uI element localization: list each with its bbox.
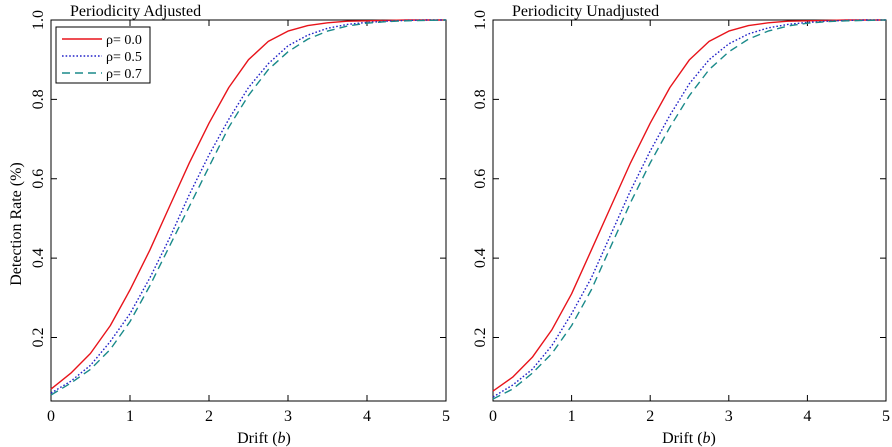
chart-periodicity-unadjusted: 0 1 2 3 4 5 0.2 0.4 0.6 0.8 1.0 Periodicity Unadjus… <box>472 3 890 425</box>
x-tick-label: 3 <box>725 408 733 425</box>
x-axis-label-main: Drift ( <box>662 430 702 447</box>
x-tick-label: 4 <box>363 408 371 425</box>
x-tick-label: 4 <box>803 408 811 425</box>
x-tick-label: 1 <box>126 408 134 425</box>
x-axis-label-left: Drift (b) <box>237 430 291 447</box>
x-tick-label: 2 <box>205 408 213 425</box>
y-tick-label: 0.2 <box>472 328 489 348</box>
legend-box <box>55 26 151 84</box>
x-tick-label: 0 <box>47 408 55 425</box>
series-line <box>492 19 886 398</box>
y-tick-label: 0.4 <box>472 248 489 268</box>
series-line <box>492 19 887 400</box>
y-axis-label: Detection Rate (%) <box>8 162 25 286</box>
chart-title: Periodicity Adjusted <box>70 3 201 20</box>
y-tick-label: 0.6 <box>30 169 47 189</box>
y-tick-label: 0.6 <box>472 169 489 189</box>
y-tick-label: 0.2 <box>30 328 47 348</box>
x-tick-label: 1 <box>568 408 576 425</box>
y-tick-label: 0.8 <box>472 89 489 109</box>
y-tick-label: 0.4 <box>30 248 47 268</box>
x-tick-label: 0 <box>489 408 497 425</box>
y-tick-label: 0.8 <box>30 89 47 109</box>
x-axis-label-main: Drift ( <box>237 430 277 447</box>
chart-title: Periodicity Unadjusted <box>512 3 659 20</box>
legend-label: ρ= 0.5 <box>106 50 142 65</box>
series-line <box>50 19 447 396</box>
plot-frame <box>50 19 447 402</box>
x-tick-label: 3 <box>284 408 292 425</box>
legend-label: ρ= 0.0 <box>106 33 142 48</box>
x-axis-label-close: ) <box>711 430 716 447</box>
x-axis-label-right: Drift (b) <box>662 430 716 447</box>
x-tick-label: 5 <box>442 408 450 425</box>
x-axis-label-variable: b <box>278 430 286 447</box>
x-axis-label-variable: b <box>703 430 711 447</box>
x-tick-label: 2 <box>646 408 654 425</box>
legend-label: ρ= 0.7 <box>106 67 142 82</box>
x-axis-label-close: ) <box>286 430 291 447</box>
x-tick-label: 5 <box>882 408 890 425</box>
y-tick-label: 1.0 <box>30 10 47 30</box>
series-line <box>50 19 446 390</box>
y-tick-label: 1.0 <box>472 10 489 30</box>
plot-frame <box>492 19 887 402</box>
chart-periodicity-adjusted: 0 1 2 3 4 5 0.2 0.4 0.6 0.8 1.0 Periodicity Adjuste… <box>30 3 450 425</box>
series-line <box>492 19 886 392</box>
